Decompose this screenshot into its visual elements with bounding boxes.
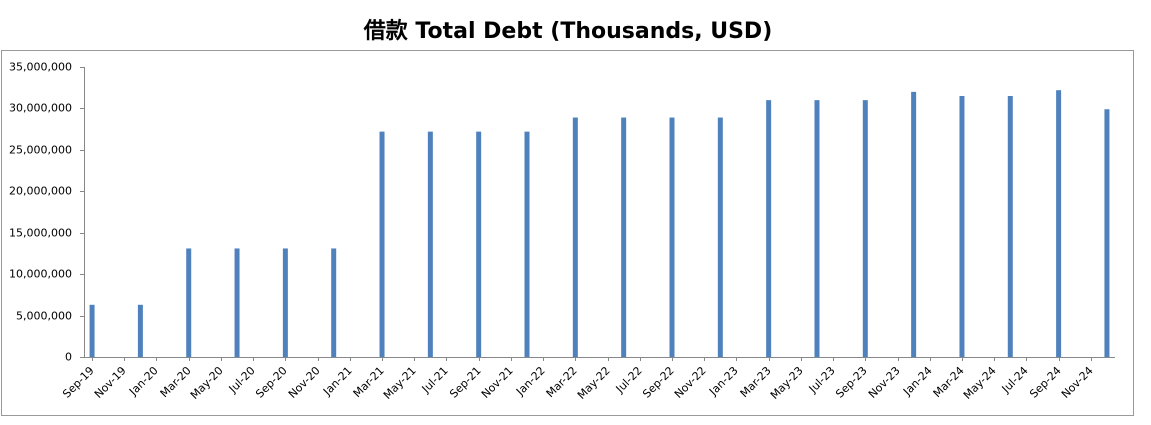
y-tick-label: 25,000,000 bbox=[9, 144, 72, 157]
x-tick-label: Mar-21 bbox=[351, 364, 387, 400]
x-tick-label: May-24 bbox=[961, 364, 999, 402]
x-tick-label: Nov-19 bbox=[92, 364, 129, 401]
bar bbox=[89, 304, 95, 357]
bar bbox=[814, 100, 820, 358]
x-tick-label: Nov-21 bbox=[479, 364, 516, 401]
bar bbox=[186, 248, 192, 357]
x-tick-label: Jan-22 bbox=[513, 364, 548, 399]
y-tick-label: 20,000,000 bbox=[9, 185, 72, 198]
bar bbox=[717, 117, 723, 358]
x-tick-label: May-21 bbox=[381, 364, 419, 402]
x-tick-label: Mar-22 bbox=[544, 364, 580, 400]
x-tick-label: Nov-23 bbox=[866, 364, 903, 401]
y-tick-label: 10,000,000 bbox=[9, 268, 72, 281]
x-tick-label: May-20 bbox=[188, 364, 226, 402]
x-tick-label: Sep-20 bbox=[253, 364, 290, 401]
bar bbox=[1056, 90, 1062, 357]
x-tick-label: Jan-20 bbox=[126, 364, 161, 399]
bar bbox=[766, 100, 772, 358]
x-tick-label: Sep-23 bbox=[833, 364, 870, 401]
x-tick-label: Mar-24 bbox=[931, 364, 967, 400]
chart-frame bbox=[1, 50, 1134, 416]
x-tick-label: Nov-22 bbox=[672, 364, 709, 401]
bar bbox=[476, 131, 482, 357]
bar bbox=[427, 131, 433, 357]
bar bbox=[282, 248, 288, 357]
bar bbox=[572, 117, 578, 358]
y-tick-label: 35,000,000 bbox=[9, 61, 72, 74]
bar bbox=[1104, 109, 1110, 357]
y-tick-label: 0 bbox=[65, 351, 72, 364]
bar bbox=[234, 248, 240, 357]
bar bbox=[137, 304, 143, 357]
x-tick-label: Sep-24 bbox=[1027, 364, 1064, 401]
bar bbox=[331, 248, 337, 357]
x-tick-label: May-22 bbox=[575, 364, 613, 402]
y-tick-label: 30,000,000 bbox=[9, 102, 72, 115]
x-tick-label: Sep-22 bbox=[640, 364, 677, 401]
x-tick-label: Sep-21 bbox=[447, 364, 484, 401]
x-tick-label: Nov-24 bbox=[1059, 364, 1096, 401]
bar bbox=[911, 91, 917, 357]
x-tick-label: Jul-21 bbox=[419, 364, 451, 396]
x-tick-label: Mar-20 bbox=[158, 364, 194, 400]
bar bbox=[959, 96, 965, 357]
x-tick-label: Jan-21 bbox=[320, 364, 355, 399]
bar bbox=[524, 131, 530, 357]
x-tick-label: Nov-20 bbox=[286, 364, 323, 401]
x-tick-label: Jan-24 bbox=[900, 364, 935, 399]
bar bbox=[862, 100, 868, 358]
bar bbox=[621, 117, 627, 358]
x-tick-label: Mar-23 bbox=[738, 364, 774, 400]
x-tick-label: Sep-19 bbox=[60, 364, 97, 401]
chart-title: 借款 Total Debt (Thousands, USD) bbox=[363, 18, 773, 44]
y-tick-label: 15,000,000 bbox=[9, 227, 72, 240]
y-tick-label: 5,000,000 bbox=[16, 310, 72, 323]
bar bbox=[669, 117, 675, 358]
bar bbox=[1007, 96, 1013, 357]
x-tick-label: Jan-23 bbox=[706, 364, 741, 399]
x-tick-label: Jul-24 bbox=[999, 364, 1031, 396]
bar bbox=[379, 131, 385, 357]
x-tick-label: May-23 bbox=[768, 364, 806, 402]
